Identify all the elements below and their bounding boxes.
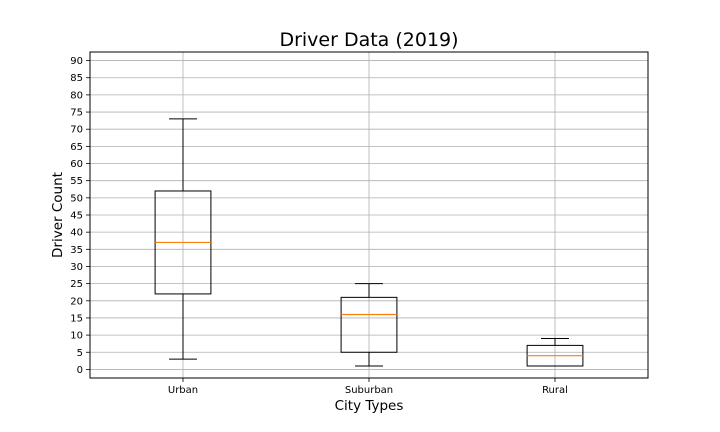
iqr-box	[340, 296, 398, 353]
y-tick-label: 55	[70, 176, 83, 187]
y-tick-label: 0	[77, 365, 83, 376]
y-tick-label: 40	[70, 228, 83, 239]
y-tick-label: 50	[70, 193, 83, 204]
x-tick-label: Suburban	[345, 385, 393, 396]
y-tick-label: 30	[70, 262, 83, 273]
x-tick-label: Urban	[168, 385, 198, 396]
grid-lines	[90, 52, 648, 378]
y-tick-label: 70	[70, 125, 83, 136]
y-tick-label: 90	[70, 56, 83, 67]
box-urban	[154, 118, 212, 360]
y-tick-label: 5	[77, 348, 83, 359]
y-axis-label: Driver Count	[50, 172, 66, 258]
box-series	[154, 118, 584, 367]
y-tick-label: 75	[70, 108, 83, 119]
box-rural	[526, 338, 584, 367]
y-tick-label: 15	[70, 313, 83, 324]
plot-frame	[89, 51, 649, 379]
chart-title: Driver Data (2019)	[279, 29, 458, 51]
y-tick-label: 25	[70, 279, 83, 290]
x-axis-label: City Types	[335, 398, 404, 414]
y-tick-label: 20	[70, 296, 83, 307]
y-axis-ticks: 0 5 10 15 20 25 30 35 40 45 50 55 60 65 70 75 80 85 90	[70, 56, 90, 376]
y-tick-label: 45	[70, 211, 83, 222]
y-tick-label: 65	[70, 142, 83, 153]
x-axis-ticks: Urban Suburban Rural	[168, 378, 568, 396]
y-tick-label: 60	[70, 159, 83, 170]
box-suburban	[340, 283, 398, 367]
y-tick-label: 80	[70, 90, 83, 101]
y-tick-label: 35	[70, 245, 83, 256]
x-tick-label: Rural	[542, 385, 568, 396]
y-tick-label: 10	[70, 331, 83, 342]
y-tick-label: 85	[70, 73, 83, 84]
